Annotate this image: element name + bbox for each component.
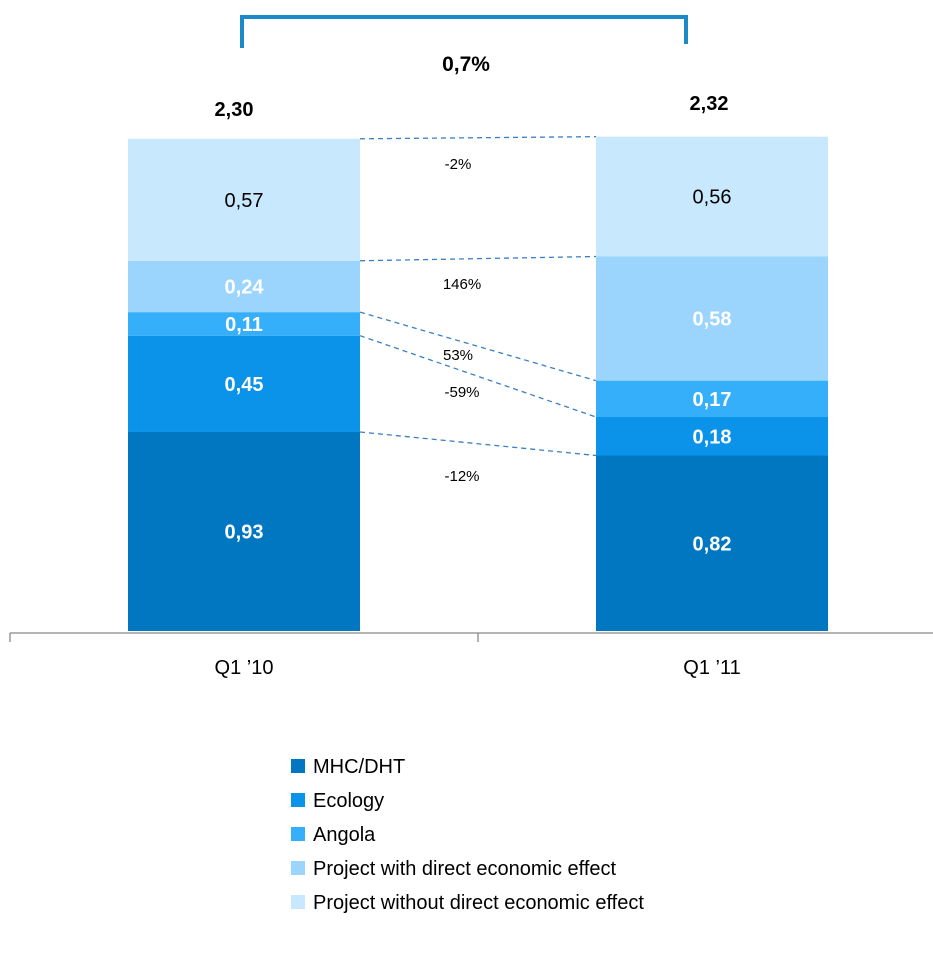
legend-swatch xyxy=(291,793,305,807)
legend-label: Project with direct economic effect xyxy=(313,858,617,880)
change-label: -2% xyxy=(445,156,472,173)
x-tick-label: Q1 ’10 xyxy=(215,657,274,679)
bar-segment xyxy=(596,256,828,381)
change-label: 146% xyxy=(443,276,481,293)
change-label: -59% xyxy=(444,384,479,401)
change-label: 53% xyxy=(443,347,473,364)
total-label: 2,32 xyxy=(690,93,729,115)
change-label: -12% xyxy=(444,468,479,485)
data-label: 0,58 xyxy=(693,309,732,331)
data-label: 0,93 xyxy=(225,521,264,543)
total-label: 2,30 xyxy=(215,99,254,121)
bar-segment xyxy=(128,138,360,261)
legend-label: MHC/DHT xyxy=(313,756,405,778)
growth-bracket xyxy=(240,15,688,48)
data-label: 0,57 xyxy=(225,190,264,212)
legend-label: Ecology xyxy=(313,790,384,812)
growth-label: 0,7% xyxy=(442,53,490,76)
data-label: 0,24 xyxy=(225,276,265,298)
data-label: 0,18 xyxy=(693,426,732,448)
bar-segment xyxy=(128,431,360,631)
legend-swatch xyxy=(291,861,305,875)
legend: MHC/DHT Ecology Angola Project with direct … xyxy=(291,756,644,914)
legend-swatch xyxy=(291,827,305,841)
bar-segment xyxy=(128,260,360,313)
legend-swatch xyxy=(291,759,305,773)
data-label: 0,17 xyxy=(693,389,732,411)
bar-segment xyxy=(596,417,828,456)
legend-label: Project without direct economic effect xyxy=(313,892,644,914)
bar-stack-0: 0,93 0,45 0,11 0,24 0,57 xyxy=(128,138,360,631)
connector-line xyxy=(359,431,597,457)
data-label: 0,82 xyxy=(693,533,732,555)
bar-segment xyxy=(596,380,828,417)
connector-line xyxy=(359,335,597,418)
data-label: 0,56 xyxy=(693,187,732,209)
bar-segment xyxy=(596,136,828,257)
bar-segment xyxy=(128,335,360,432)
legend-label: Angola xyxy=(313,824,376,846)
bar-stack-1: 0,82 0,18 0,17 0,58 0,56 xyxy=(596,136,828,631)
bar-segment xyxy=(596,455,828,631)
x-tick-label: Q1 ’11 xyxy=(683,657,740,679)
legend-swatch xyxy=(291,895,305,909)
data-label: 0,45 xyxy=(225,374,264,396)
connector-line xyxy=(359,136,597,140)
connector-lines xyxy=(359,136,597,457)
data-label: 0,11 xyxy=(225,314,263,336)
connector-line xyxy=(359,311,597,382)
bar-segment xyxy=(128,312,360,336)
connector-line xyxy=(359,255,597,262)
